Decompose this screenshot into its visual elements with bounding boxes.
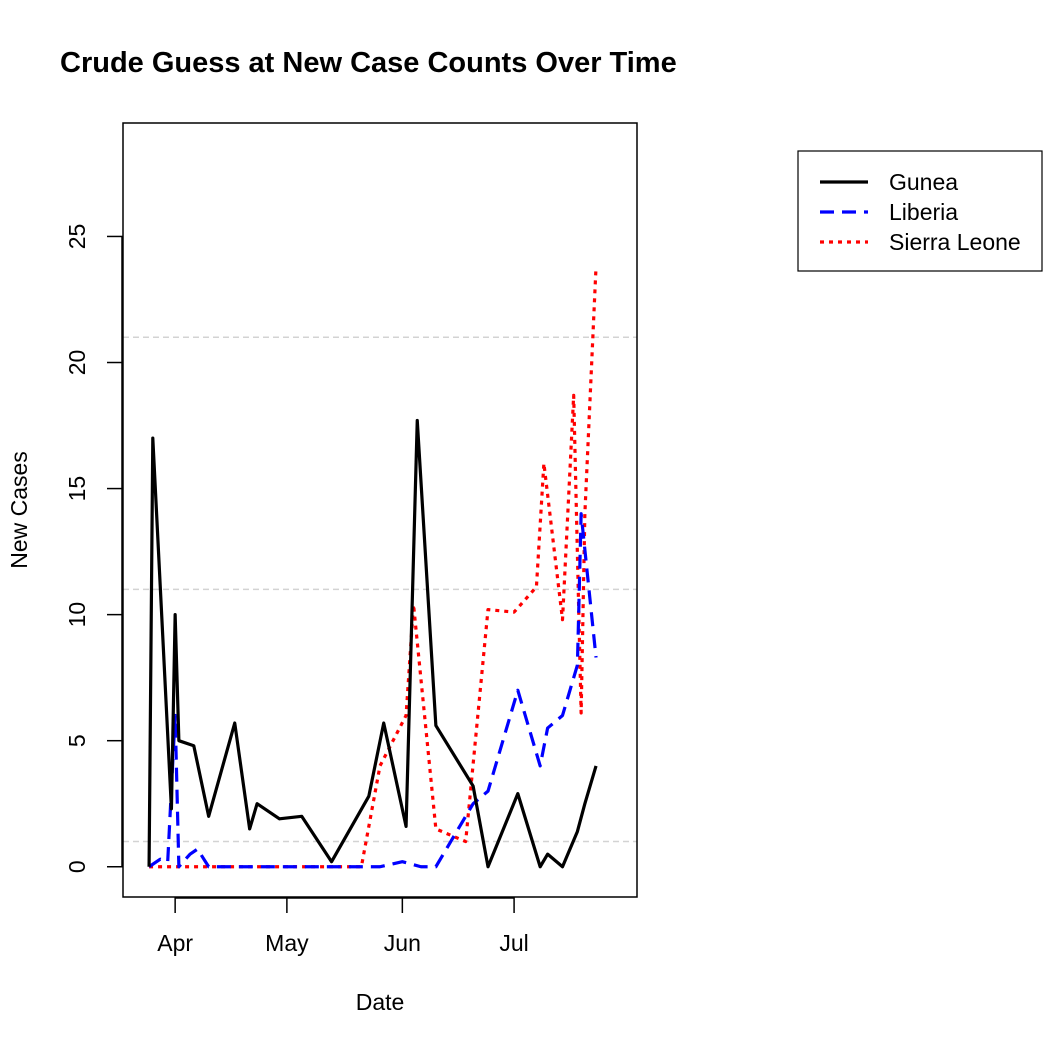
y-tick-label: 25	[64, 224, 90, 250]
plot-frame	[122, 122, 638, 898]
series-line-liberia	[148, 512, 598, 869]
series-layer	[147, 266, 598, 869]
legend-label: Liberia	[889, 199, 958, 225]
legend-box	[797, 150, 1043, 272]
x-tick-label: Jul	[499, 930, 528, 956]
x-tick-label: May	[265, 930, 309, 956]
legend-label: Sierra Leone	[889, 229, 1021, 255]
y-tick-label: 10	[64, 602, 90, 628]
y-tick-label: 5	[64, 734, 90, 747]
x-axis: Apr May Jun Jul	[157, 897, 529, 956]
x-tick-label: Apr	[157, 930, 193, 956]
y-tick-label: 20	[64, 350, 90, 376]
series-line-gunea	[147, 418, 598, 869]
y-axis-label: New Cases	[6, 451, 32, 569]
x-tick-label: Jun	[384, 930, 421, 956]
legend: Gunea Liberia Sierra Leone	[797, 150, 1043, 272]
series-line-sierra-leone	[149, 266, 598, 869]
y-axis: 0 5 10 15 20 25	[64, 224, 123, 873]
y-tick-label: 15	[64, 476, 90, 502]
y-tick-label: 0	[64, 860, 90, 873]
x-axis-label: Date	[356, 989, 405, 1015]
reference-lines	[123, 336, 637, 843]
chart-title: Crude Guess at New Case Counts Over Time	[60, 47, 677, 79]
legend-label: Gunea	[889, 169, 958, 195]
